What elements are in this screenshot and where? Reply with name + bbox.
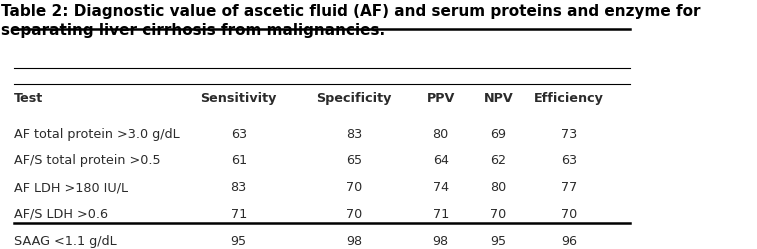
Text: 98: 98 [346, 235, 362, 248]
Text: Efficiency: Efficiency [534, 92, 604, 105]
Text: 77: 77 [561, 181, 577, 194]
Text: 71: 71 [432, 208, 449, 221]
Text: 96: 96 [561, 235, 577, 248]
Text: Specificity: Specificity [316, 92, 392, 105]
Text: 63: 63 [231, 128, 247, 141]
Text: 83: 83 [346, 128, 363, 141]
Text: 64: 64 [433, 154, 449, 167]
Text: 70: 70 [346, 208, 363, 221]
Text: PPV: PPV [426, 92, 455, 105]
Text: 95: 95 [231, 235, 247, 248]
Text: 62: 62 [491, 154, 506, 167]
Text: 70: 70 [491, 208, 506, 221]
Text: 98: 98 [433, 235, 449, 248]
Text: 73: 73 [561, 128, 577, 141]
Text: AF LDH >180 IU/L: AF LDH >180 IU/L [14, 181, 128, 194]
Text: 83: 83 [231, 181, 247, 194]
Text: 71: 71 [231, 208, 247, 221]
Text: 74: 74 [433, 181, 449, 194]
Text: NPV: NPV [484, 92, 513, 105]
Text: 70: 70 [561, 208, 577, 221]
Text: 61: 61 [231, 154, 247, 167]
Text: 65: 65 [346, 154, 362, 167]
Text: 80: 80 [432, 128, 449, 141]
Text: 95: 95 [491, 235, 506, 248]
Text: AF/S LDH >0.6: AF/S LDH >0.6 [14, 208, 108, 221]
Text: 80: 80 [491, 181, 506, 194]
Text: 69: 69 [491, 128, 506, 141]
Text: AF/S total protein >0.5: AF/S total protein >0.5 [14, 154, 160, 167]
Text: 63: 63 [561, 154, 577, 167]
Text: Test: Test [14, 92, 43, 105]
Text: Table 2: Diagnostic value of ascetic fluid (AF) and serum proteins and enzyme fo: Table 2: Diagnostic value of ascetic flu… [2, 4, 701, 38]
Text: SAAG <1.1 g/dL: SAAG <1.1 g/dL [14, 235, 117, 248]
Text: Sensitivity: Sensitivity [201, 92, 277, 105]
Text: 70: 70 [346, 181, 363, 194]
Text: AF total protein >3.0 g/dL: AF total protein >3.0 g/dL [14, 128, 180, 141]
